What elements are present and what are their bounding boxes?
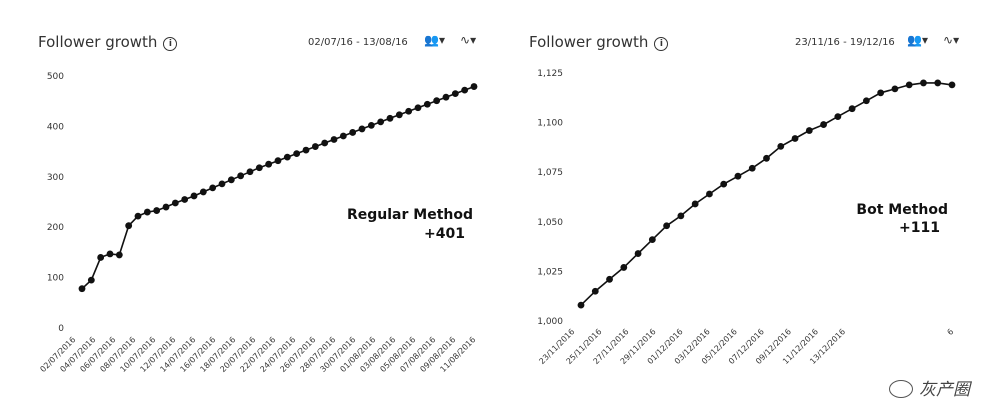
data-point[interactable]: [920, 80, 927, 87]
watermark-text: 灰产圈: [919, 380, 970, 400]
data-point[interactable]: [906, 82, 913, 89]
data-point[interactable]: [749, 165, 756, 172]
y-tick-label: 1,100: [537, 119, 563, 129]
data-point[interactable]: [340, 133, 347, 140]
data-point[interactable]: [433, 97, 440, 104]
x-tick-label: 6: [945, 327, 955, 337]
data-point[interactable]: [107, 251, 114, 258]
follower-growth-chart-bot: 1,0001,0251,0501,0751,1001,12523/11/2016…: [505, 0, 1000, 420]
data-point[interactable]: [949, 82, 956, 89]
data-point[interactable]: [303, 147, 310, 154]
data-point[interactable]: [256, 164, 263, 171]
data-point[interactable]: [275, 157, 282, 164]
data-point[interactable]: [237, 172, 244, 179]
data-point[interactable]: [720, 181, 727, 188]
data-point[interactable]: [415, 104, 422, 111]
data-point[interactable]: [934, 80, 941, 87]
data-point[interactable]: [116, 252, 123, 259]
data-point[interactable]: [79, 285, 86, 292]
follower-growth-chart-regular: 010020030040050002/07/201604/07/201606/0…: [0, 0, 505, 420]
y-tick-label: 1,075: [537, 168, 563, 178]
data-point[interactable]: [677, 212, 684, 219]
data-point[interactable]: [849, 105, 856, 112]
data-point[interactable]: [377, 118, 384, 125]
data-point[interactable]: [461, 87, 468, 94]
data-point[interactable]: [471, 83, 478, 90]
data-point[interactable]: [144, 209, 151, 216]
data-point[interactable]: [265, 161, 272, 168]
data-point[interactable]: [424, 101, 431, 108]
data-point[interactable]: [349, 129, 356, 136]
data-point[interactable]: [692, 201, 699, 208]
data-point[interactable]: [331, 136, 338, 143]
data-point[interactable]: [209, 184, 216, 191]
method-label: Bot Method: [856, 202, 948, 218]
data-point[interactable]: [663, 222, 670, 229]
data-point[interactable]: [359, 126, 366, 133]
data-point[interactable]: [592, 288, 599, 295]
data-point[interactable]: [368, 122, 375, 129]
chart-panel-regular: Follower growth i 02/07/16 - 13/08/16 👥▾ …: [0, 0, 505, 420]
data-point[interactable]: [820, 121, 827, 128]
data-point[interactable]: [606, 276, 613, 283]
data-point[interactable]: [181, 196, 188, 203]
data-point[interactable]: [763, 155, 770, 162]
data-point[interactable]: [125, 222, 132, 229]
y-tick-label: 1,025: [537, 267, 563, 277]
data-point[interactable]: [396, 111, 403, 118]
data-point[interactable]: [284, 154, 291, 161]
wechat-icon: [889, 380, 913, 398]
data-point[interactable]: [892, 85, 899, 92]
data-point[interactable]: [706, 191, 713, 198]
data-point[interactable]: [163, 204, 170, 211]
data-point[interactable]: [735, 173, 742, 180]
y-tick-label: 500: [47, 72, 64, 82]
data-point[interactable]: [387, 115, 394, 122]
data-point[interactable]: [863, 97, 870, 104]
y-tick-label: 1,000: [537, 317, 563, 327]
y-tick-label: 1,125: [537, 69, 563, 79]
data-point[interactable]: [405, 108, 412, 115]
data-point[interactable]: [443, 94, 450, 101]
method-label: Regular Method: [347, 207, 473, 223]
data-point[interactable]: [153, 207, 160, 214]
data-point[interactable]: [635, 250, 642, 257]
data-point[interactable]: [806, 127, 813, 134]
data-point[interactable]: [877, 89, 884, 96]
data-point[interactable]: [228, 176, 235, 183]
data-point[interactable]: [172, 200, 179, 207]
data-point[interactable]: [135, 213, 142, 220]
growth-delta: +401: [424, 226, 465, 242]
data-point[interactable]: [452, 90, 459, 97]
data-point[interactable]: [834, 113, 841, 120]
y-tick-label: 1,050: [537, 218, 563, 228]
data-point[interactable]: [247, 168, 254, 175]
data-point[interactable]: [792, 135, 799, 142]
y-tick-label: 300: [47, 173, 64, 183]
data-point[interactable]: [88, 277, 95, 284]
data-point[interactable]: [777, 143, 784, 150]
growth-delta: +111: [899, 220, 940, 236]
series-line: [581, 83, 952, 305]
series-line: [82, 87, 474, 289]
watermark: 灰产圈: [889, 375, 970, 400]
y-tick-label: 200: [47, 223, 64, 233]
chart-panel-bot: Follower growth i 23/11/16 - 19/12/16 👥▾ …: [505, 0, 1000, 420]
data-point[interactable]: [200, 189, 207, 196]
data-point[interactable]: [219, 180, 226, 187]
data-point[interactable]: [620, 264, 627, 271]
data-point[interactable]: [321, 140, 328, 147]
data-point[interactable]: [191, 193, 198, 200]
data-point[interactable]: [578, 302, 585, 309]
y-tick-label: 400: [47, 122, 64, 132]
data-point[interactable]: [649, 236, 656, 243]
y-tick-label: 0: [58, 324, 64, 334]
y-tick-label: 100: [47, 274, 64, 284]
data-point[interactable]: [293, 150, 300, 157]
data-point[interactable]: [97, 254, 104, 261]
data-point[interactable]: [312, 143, 319, 150]
